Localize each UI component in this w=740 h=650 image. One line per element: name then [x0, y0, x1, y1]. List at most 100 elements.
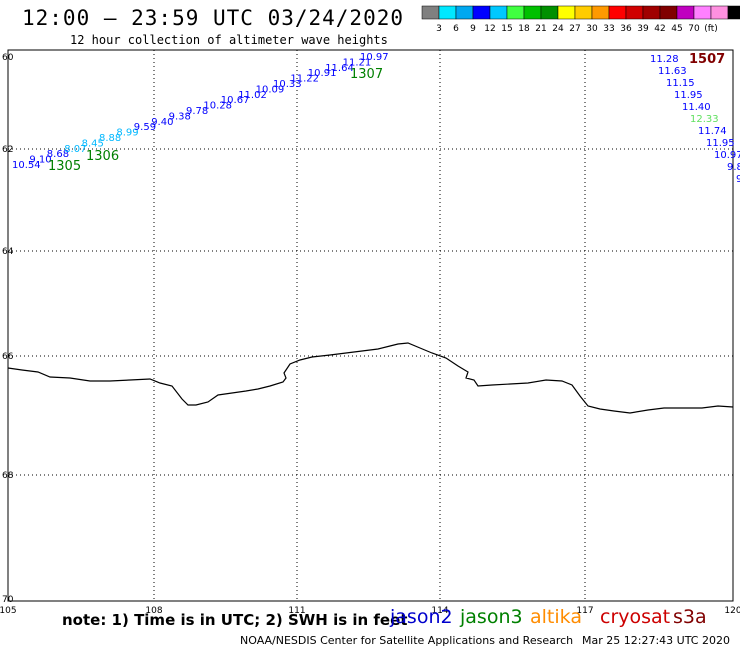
lon-label: 117 [576, 606, 593, 616]
colorbar-swatch [642, 5, 661, 20]
generated-timestamp: Mar 25 12:27:43 UTC 2020 [582, 634, 730, 647]
wave-height-label: 8.88 [99, 133, 121, 144]
lat-label: 60 [2, 53, 14, 63]
map-subtitle: 12 hour collection of altimeter wave hei… [70, 33, 388, 47]
lat-label: 66 [2, 352, 14, 362]
colorbar-swatch [591, 5, 610, 20]
colorbar-label: 45 [671, 24, 682, 34]
wave-height-label: 11.28 [650, 54, 679, 65]
map-frame [7, 49, 734, 602]
wave-height-label: 11.63 [658, 66, 687, 77]
colorbar-swatch [727, 5, 740, 20]
pass-number-label: 1507 [689, 52, 725, 67]
wave-height-label: 11.64 [325, 63, 354, 74]
colorbar-swatch [710, 5, 729, 20]
wave-height-label: 10.67 [221, 95, 250, 106]
wave-height-label: 8.45 [82, 138, 104, 149]
wave-height-label: 11.21 [343, 57, 372, 68]
colorbar-label: 3 [436, 24, 442, 34]
pass-number-label: 1305 [48, 159, 81, 174]
colorbar-swatch [489, 5, 508, 20]
wave-height-label: 8.07 [64, 144, 86, 155]
wave-height-label: 11.95 [674, 90, 703, 101]
colorbar-swatch [523, 5, 542, 20]
pass-number-label: 1306 [86, 149, 119, 164]
colorbar-label: (ft) [704, 24, 718, 34]
colorbar-label: 9 [470, 24, 476, 34]
lon-label: 105 [0, 606, 17, 616]
wave-height-label: 11.02 [238, 90, 267, 101]
wave-height-label: 11.40 [682, 102, 711, 113]
wave-height-label: 12.33 [690, 114, 719, 125]
colorbar-label: 27 [569, 24, 580, 34]
lat-label: 68 [2, 471, 14, 481]
colorbar-swatch [574, 5, 593, 20]
colorbar-swatch [540, 5, 559, 20]
lat-label: 70 [2, 595, 14, 605]
colorbar-swatch [693, 5, 712, 20]
colorbar-label: 33 [603, 24, 614, 34]
wave-height-label: 10.91 [308, 68, 337, 79]
colorbar-label: 42 [654, 24, 665, 34]
satellite-legend-jason2: jason2 [390, 606, 453, 628]
map-title: 12:00 – 23:59 UTC 03/24/2020 [22, 6, 405, 30]
wave-height-label: 9.40 [151, 117, 173, 128]
colorbar-label: 24 [552, 24, 564, 34]
colorbar-swatch [472, 5, 491, 20]
wave-height-label: 10.09 [256, 84, 285, 95]
wave-height-label: 11.15 [666, 78, 695, 89]
lat-lon-grid [8, 50, 733, 601]
colorbar-swatch [625, 5, 644, 20]
wave-height-label: 8.99 [116, 128, 138, 139]
satellite-legend-s3a: s3a [673, 606, 707, 628]
satellite-legend-jason3: jason3 [460, 606, 523, 628]
wave-height-label: 9.8 [727, 162, 740, 173]
wave-height-label: 10.97 [714, 150, 740, 161]
wave-height-label: 11.22 [290, 74, 319, 85]
wave-height-label: 10.54 [12, 160, 41, 171]
lon-label: 114 [431, 606, 448, 616]
colorbar-swatch [421, 5, 440, 20]
wave-height-label: 9.59 [134, 122, 156, 133]
wave-height-label: 11.95 [706, 138, 735, 149]
pass-number-label: 1307 [350, 67, 383, 82]
colorbar-label: 21 [535, 24, 546, 34]
wave-height-label: 10.33 [273, 79, 302, 90]
colorbar-label: 12 [484, 24, 495, 34]
colorbar-label: 70 [688, 24, 700, 34]
satellite-legend-altika: altika [530, 606, 582, 628]
wave-height-label: 9.38 [169, 111, 191, 122]
lat-label: 64 [2, 247, 14, 257]
colorbar-swatch [608, 5, 627, 20]
colorbar-swatch [557, 5, 576, 20]
colorbar-label: 15 [501, 24, 512, 34]
lon-label: 120 [724, 606, 740, 616]
coastline-path [7, 342, 734, 414]
footer-note: note: 1) Time is in UTC; 2) SWH is in fe… [62, 611, 408, 629]
lat-label: 62 [2, 145, 13, 155]
wave-height-label: 9.10 [29, 155, 51, 166]
colorbar-label: 6 [453, 24, 459, 34]
frame-border [7, 49, 734, 602]
satellite-legend-cryosat: cryosat [600, 606, 671, 628]
lon-label: 111 [288, 606, 305, 616]
wave-height-label: 8.68 [47, 149, 69, 160]
colorbar-swatch [506, 5, 525, 20]
colorbar-swatch [438, 5, 457, 20]
colorbar: 3 6 9 12 15 18 21 24 27 30 33 36 39 42 45 70 (ft) [421, 5, 740, 34]
colorbar-label: 36 [620, 24, 632, 34]
wave-height-label: 10.28 [203, 101, 232, 112]
coastline [7, 342, 734, 414]
colorbar-label: 30 [586, 24, 598, 34]
colorbar-swatch [659, 5, 678, 20]
satellite-tracks: 10.549.108.688.078.458.888.999.599.409.3… [12, 52, 740, 185]
wave-height-label: 9.78 [186, 106, 208, 117]
credit-text: NOAA/NESDIS Center for Satellite Applica… [240, 634, 574, 647]
colorbar-label: 39 [637, 24, 649, 34]
wave-height-label: 11.74 [698, 126, 727, 137]
wave-height-label: 9 [736, 174, 740, 185]
lon-label: 108 [145, 606, 162, 616]
colorbar-swatch [676, 5, 695, 20]
